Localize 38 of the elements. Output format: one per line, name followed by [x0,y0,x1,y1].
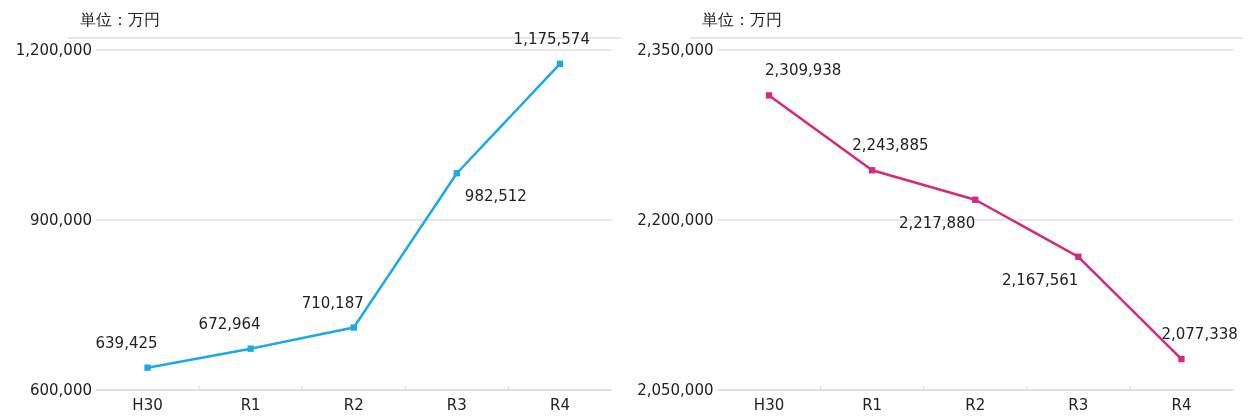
x-tick-label: R2 [965,396,986,414]
point [765,92,773,99]
y-axis-title: 単位：万円 [80,10,160,29]
data-label: 672,964 [198,314,261,333]
data-label: 2,243,885 [852,136,929,155]
y-tick-label: 1,200,000 [15,41,92,60]
x-tick-label: R1 [240,396,261,414]
point [247,345,254,352]
point [1178,355,1185,363]
x-tick-label: R3 [1068,396,1089,414]
data-label: 710,187 [301,293,364,312]
y-tick-label: 2,350,000 [637,41,714,60]
data-label: 2,077,338 [1161,325,1238,344]
x-tick-label: R1 [862,396,883,414]
y-tick-label: 900,000 [29,211,92,230]
x-tick-label: R2 [343,396,364,414]
data-label: 639,425 [95,333,158,352]
data-label: 1,175,574 [513,29,590,48]
x-tick-label: R3 [446,396,467,414]
point [972,196,979,203]
point [350,324,357,331]
x-tick-label: R4 [549,396,570,414]
point [144,364,151,371]
point [453,170,461,177]
x-tick-label: H30 [753,396,785,414]
point [1075,253,1082,260]
point [556,60,564,67]
point [868,167,876,174]
y-tick-label: 600,000 [29,381,92,400]
data-label: 982,512 [464,187,527,206]
x-tick-label: H30 [132,396,163,414]
x-tick-label: R4 [1171,396,1192,414]
data-label: 2,217,880 [898,213,976,232]
y-axis-title: 単位：万円 [701,10,782,29]
data-label: 2,309,938 [765,61,842,80]
y-tick-label: 2,200,000 [637,211,714,230]
data-label: 2,167,561 [1002,270,1079,289]
y-tick-label: 2,050,000 [637,381,714,400]
